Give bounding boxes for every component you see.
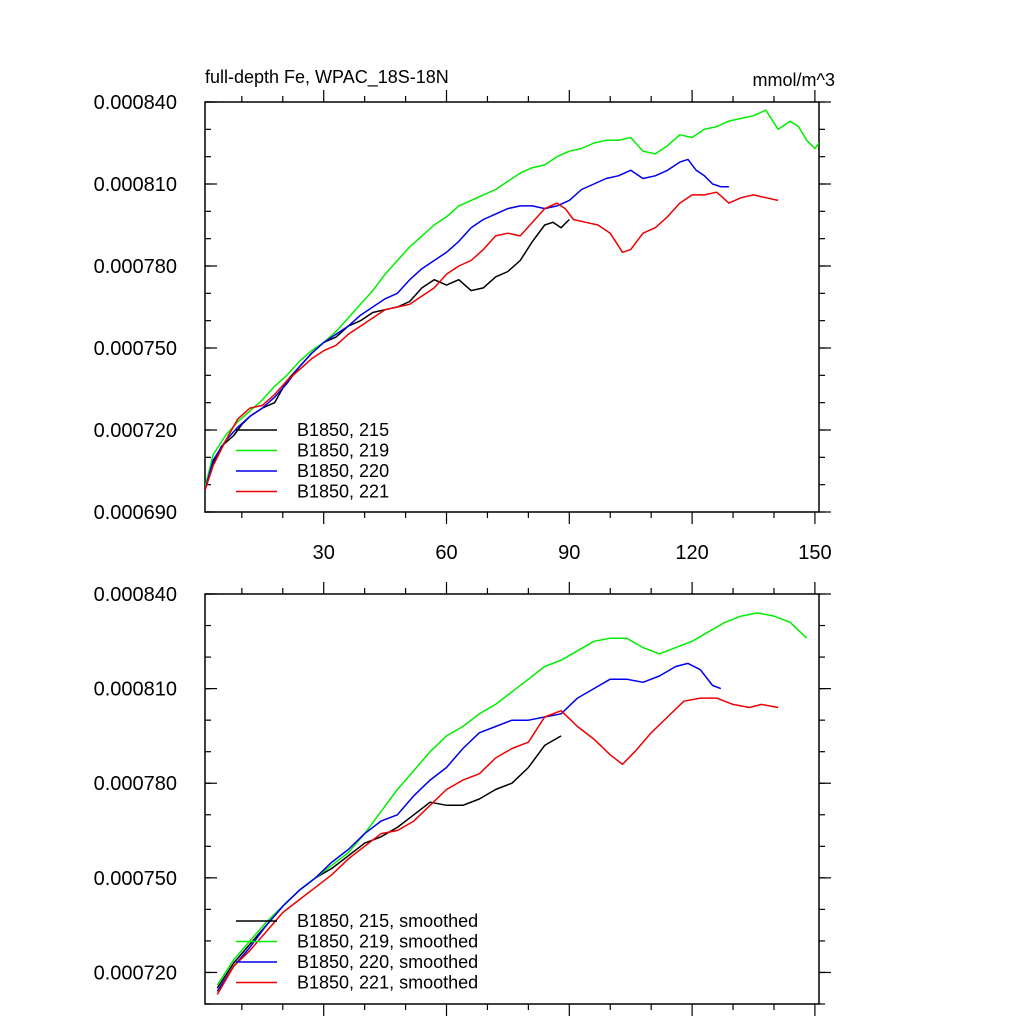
top-panel: full-depth Fe, WPAC_18S-18N mmol/m^3 0.0… <box>94 67 835 564</box>
top-chart-title: full-depth Fe, WPAC_18S-18N <box>205 67 449 88</box>
bottom-series-line-3 <box>216 662 722 992</box>
bottom-legend-label-1: B1850, 215, smoothed <box>297 911 478 931</box>
top-y-tick-label: 0.000750 <box>94 338 177 360</box>
bottom-y-tick-label: 0.000750 <box>94 868 177 890</box>
top-series-line-3 <box>205 158 729 491</box>
bottom-y-tick-label: 0.000720 <box>94 962 177 984</box>
bottom-y-tick-labels: 0.000720 0.000750 0.000780 0.000810 0.000840 <box>94 584 177 984</box>
bottom-panel: 0.000720 0.000750 0.000780 0.000810 0.000840… <box>94 582 831 1016</box>
bottom-y-tick-label: 0.000780 <box>94 773 177 795</box>
top-y-tick-label: 0.000780 <box>94 256 177 278</box>
top-legend-label-2: B1850, 219 <box>297 441 389 461</box>
top-y-tick-labels: 0.000690 0.000720 0.000750 0.000780 0.000810… <box>94 92 177 524</box>
top-y-tick-label: 0.000690 <box>94 502 177 524</box>
bottom-y-tick-label: 0.000840 <box>94 584 177 606</box>
top-y-tick-label: 0.000810 <box>94 174 177 196</box>
top-x-tick-label: 60 <box>435 542 457 564</box>
bottom-legend-label-2: B1850, 219, smoothed <box>297 932 478 952</box>
bottom-legend-label-3: B1850, 220, smoothed <box>297 952 478 972</box>
bottom-series-lines <box>216 612 808 995</box>
bottom-tick-marks <box>205 582 831 1016</box>
top-series-line-4 <box>205 191 779 491</box>
top-x-tick-label: 90 <box>558 542 580 564</box>
top-series-lines <box>205 109 819 491</box>
top-x-tick-labels: 30 60 90 120 150 <box>313 542 832 564</box>
top-legend-label-1: B1850, 215 <box>297 420 389 440</box>
top-x-tick-label: 120 <box>675 542 708 564</box>
top-plot-frame <box>204 101 820 513</box>
top-series-line-2 <box>205 109 819 488</box>
bottom-legend-label-4: B1850, 221, smoothed <box>297 973 478 993</box>
top-y-tick-label: 0.000720 <box>94 420 177 442</box>
bottom-y-tick-label: 0.000810 <box>94 679 177 701</box>
top-x-tick-label: 30 <box>313 542 335 564</box>
bottom-plot-frame <box>204 593 820 1005</box>
top-legend-label-3: B1850, 220 <box>297 461 389 481</box>
top-y-tick-label: 0.000840 <box>94 92 177 114</box>
bottom-series-line-4 <box>216 697 779 995</box>
top-tick-marks <box>205 90 831 524</box>
top-units-label: mmol/m^3 <box>753 70 835 90</box>
top-x-tick-label: 150 <box>798 542 831 564</box>
top-legend-label-4: B1850, 221 <box>297 482 389 502</box>
